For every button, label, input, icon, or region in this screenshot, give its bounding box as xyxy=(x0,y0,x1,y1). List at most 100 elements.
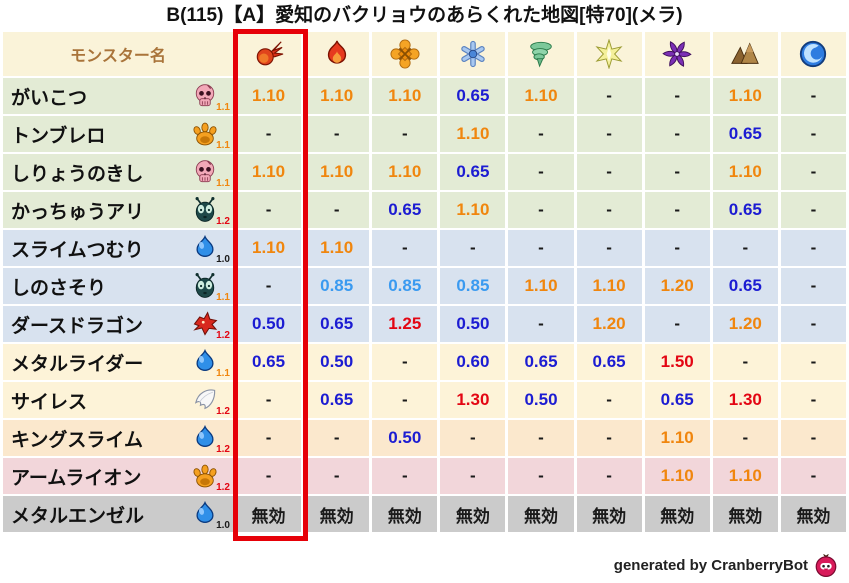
dark-icon xyxy=(645,39,710,69)
monster-name: メタルエンゼル xyxy=(11,505,145,527)
element-column-header-dark xyxy=(644,32,710,76)
resistance-value-cell: 0.65 xyxy=(712,192,778,228)
skull-icon: 1.1 xyxy=(191,158,230,189)
resistance-value-cell: 0.65 xyxy=(712,268,778,304)
resistance-value-cell: - xyxy=(508,230,574,266)
monster-name: がいこつ xyxy=(11,87,88,109)
monster-table-body: がいこつ 1.1 1.10 1.10 1.10 0.65 1.10- -1.10- トンブレロ 1… xyxy=(3,78,846,532)
resistance-value-cell: 1.10 xyxy=(644,458,710,494)
resistance-value-cell: 0.65 xyxy=(508,344,574,380)
resistance-value-cell: - xyxy=(304,192,370,228)
resistance-value-cell: 1.20 xyxy=(712,306,778,342)
monster-name-cell: アームライオン 1.2 xyxy=(3,458,233,494)
resistance-value-cell: - xyxy=(372,344,438,380)
resistance-value-cell: 無効 xyxy=(644,496,710,532)
resistance-value-cell: 1.10 xyxy=(372,154,438,190)
resistance-value-cell: 無効 xyxy=(372,496,438,532)
resistance-value-cell: - xyxy=(644,78,710,114)
resistance-value-cell: 1.10 xyxy=(304,78,370,114)
resistance-value-cell: - xyxy=(780,458,846,494)
resistance-value-cell: - xyxy=(644,154,710,190)
resistance-value-cell: 1.10 xyxy=(236,230,302,266)
resistance-value-cell: 1.10 xyxy=(712,78,778,114)
resistance-value-cell: - xyxy=(780,230,846,266)
resistance-value-cell: - xyxy=(644,192,710,228)
monster-name-cell: ダースドラゴン 1.2 xyxy=(3,306,233,342)
paw-icon: 1.1 xyxy=(191,120,230,151)
resistance-value-cell: 無効 xyxy=(508,496,574,532)
monster-level: 1.1 xyxy=(216,292,230,303)
resistance-value-cell: - xyxy=(508,420,574,456)
monster-name-cell: がいこつ 1.1 xyxy=(3,78,233,114)
monster-name-cell: サイレス 1.2 xyxy=(3,382,233,418)
skull-icon: 1.1 xyxy=(191,82,230,113)
resistance-value-cell: 1.10 xyxy=(508,78,574,114)
water-icon xyxy=(781,39,846,69)
resistance-value-cell: 無効 xyxy=(780,496,846,532)
monster-row: キングスライム 1.2- -0.50- - -1.10- - xyxy=(3,420,846,456)
resistance-value-cell: - xyxy=(576,78,642,114)
resistance-value-cell: - xyxy=(236,382,302,418)
monster-name-cell: スライムつむり 1.0 xyxy=(3,230,233,266)
resistance-value-cell: - xyxy=(644,116,710,152)
resistance-value-cell: - xyxy=(372,458,438,494)
resistance-value-cell: 0.65 xyxy=(440,78,506,114)
wing-icon: 1.2 xyxy=(191,386,230,417)
monster-name-cell: メタルライダー 1.1 xyxy=(3,344,233,380)
resistance-value-cell: - xyxy=(576,116,642,152)
monster-name: しりょうのきし xyxy=(11,163,144,185)
monster-row: アームライオン 1.2- - - - - -1.10 1.10- xyxy=(3,458,846,494)
monster-level: 1.1 xyxy=(216,178,230,189)
monster-name-cell: しりょうのきし 1.1 xyxy=(3,154,233,190)
page-title: B(115)【A】愛知のバクリョウのあらくれた地図[特70](メラ) xyxy=(166,5,683,26)
resistance-value-cell: - xyxy=(236,458,302,494)
resistance-value-cell: - xyxy=(780,192,846,228)
monster-name: トンブレロ xyxy=(11,125,106,147)
monster-name: サイレス xyxy=(11,391,88,413)
resistance-value-cell: 0.65 xyxy=(304,306,370,342)
monster-row: スライムつむり 1.0 1.10 1.10- - - - - - - xyxy=(3,230,846,266)
monster-name: スライムつむり xyxy=(11,239,144,261)
monster-name-cell: メタルエンゼル 1.0 xyxy=(3,496,233,532)
resistance-value-cell: 0.65 xyxy=(644,382,710,418)
resistance-value-cell: - xyxy=(236,420,302,456)
monster-row: かっちゅうアリ 1.2- -0.65 1.10- - -0.65- xyxy=(3,192,846,228)
monster-row: メタルライダー 1.1 0.65 0.50-0.60 0.65 0.65 1.50- - xyxy=(3,344,846,380)
resistance-value-cell: - xyxy=(440,458,506,494)
resistance-value-cell: 1.20 xyxy=(576,306,642,342)
resistance-value-cell: 1.25 xyxy=(372,306,438,342)
monster-name: ダースドラゴン xyxy=(11,315,144,337)
monster-row: ダースドラゴン 1.2 0.50 0.65 1.25 0.50-1.20-1.20- xyxy=(3,306,846,342)
resistance-value-cell: 1.10 xyxy=(644,420,710,456)
resistance-value-cell: 0.85 xyxy=(372,268,438,304)
resistance-value-cell: 無効 xyxy=(576,496,642,532)
resistance-value-cell: - xyxy=(576,154,642,190)
light-icon xyxy=(577,39,642,69)
resistance-value-cell: - xyxy=(576,230,642,266)
resistance-value-cell: - xyxy=(372,116,438,152)
resistance-value-cell: 0.50 xyxy=(304,344,370,380)
element-column-header-light xyxy=(576,32,642,76)
resistance-value-cell: 0.85 xyxy=(440,268,506,304)
monster-row: しりょうのきし 1.1 1.10 1.10 1.10 0.65- - -1.10- xyxy=(3,154,846,190)
resistance-value-cell: 1.10 xyxy=(712,458,778,494)
monster-name: アームライオン xyxy=(11,467,142,489)
element-column-header-fireball xyxy=(236,32,302,76)
resistance-value-cell: - xyxy=(780,344,846,380)
resistance-value-cell: - xyxy=(644,306,710,342)
resistance-value-cell: 1.20 xyxy=(644,268,710,304)
resistance-value-cell: - xyxy=(372,382,438,418)
monster-name: キングスライム xyxy=(11,429,144,451)
monster-level: 1.0 xyxy=(216,254,230,265)
dragon-icon: 1.2 xyxy=(191,310,230,341)
resistance-value-cell: - xyxy=(780,306,846,342)
resistance-value-cell: 1.10 xyxy=(440,116,506,152)
earth-icon xyxy=(713,39,778,69)
monster-level: 1.2 xyxy=(216,444,230,455)
footer: generated by CranberryBot xyxy=(614,552,839,578)
resistance-value-cell: - xyxy=(712,230,778,266)
monster-row: サイレス 1.2-0.65-1.30 0.50-0.65 1.30- xyxy=(3,382,846,418)
table-header: モンスター名 xyxy=(3,32,846,76)
slime-icon: 1.0 xyxy=(191,500,230,531)
resistance-value-cell: - xyxy=(304,420,370,456)
